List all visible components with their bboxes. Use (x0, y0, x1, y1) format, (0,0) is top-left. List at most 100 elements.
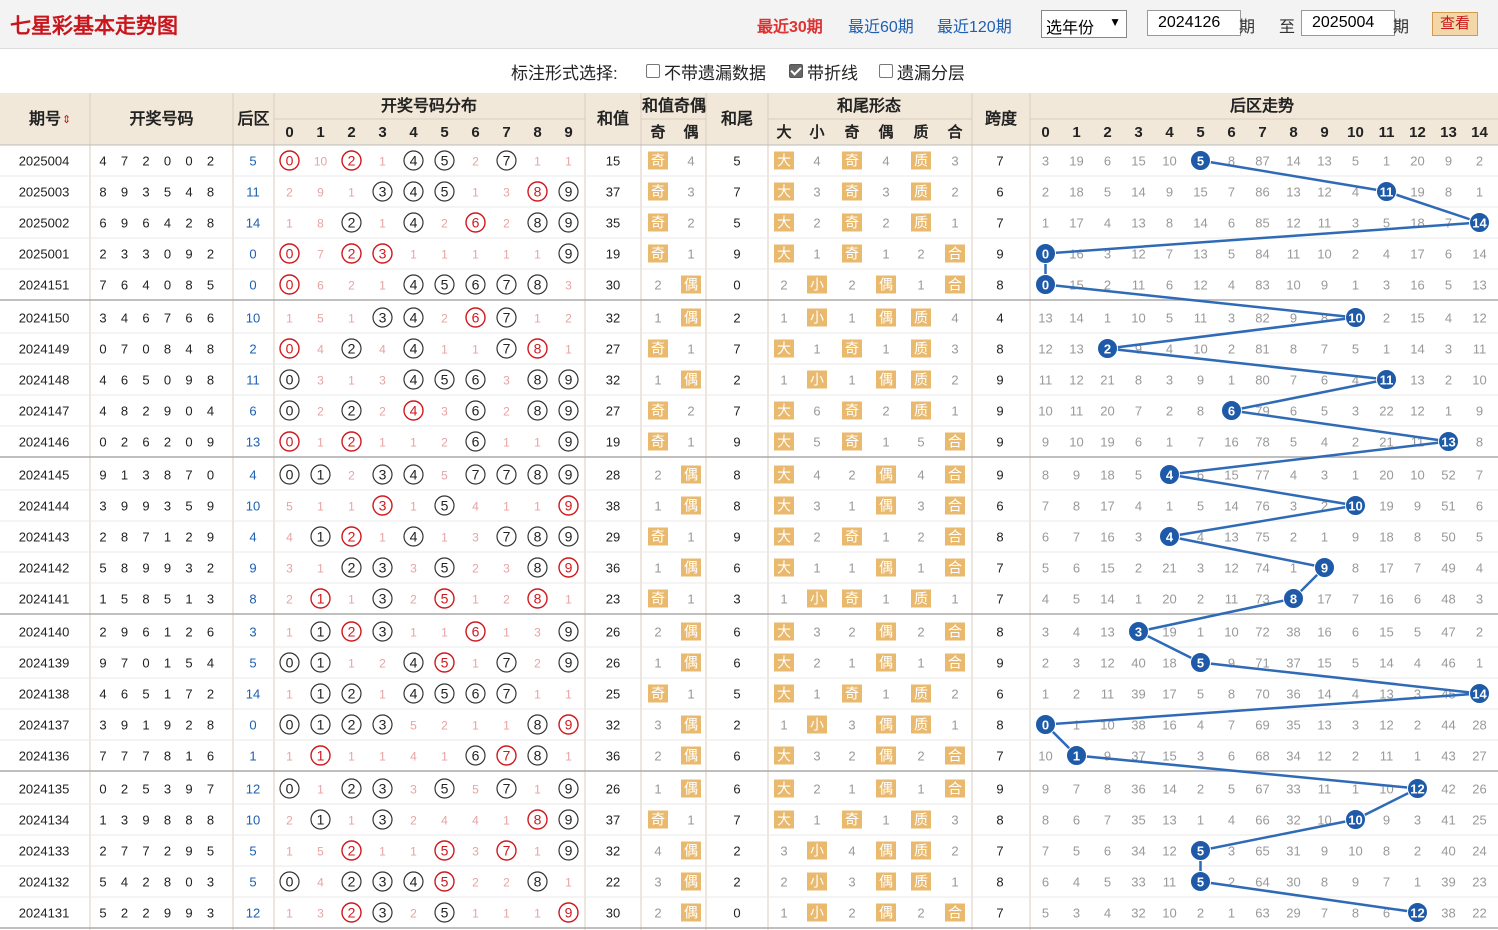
checkbox-layer[interactable] (879, 64, 893, 78)
hit-ball-number: 0 (286, 372, 294, 388)
tag-even-bg (681, 746, 701, 765)
tag-composite: 合 (948, 655, 962, 671)
hit-ball (403, 212, 424, 233)
tag-prime: 质 (914, 153, 928, 169)
checkbox-line[interactable] (789, 64, 803, 78)
option-no-miss[interactable]: 不带遗漏数据 (646, 59, 766, 84)
draw-number: 0 (142, 656, 149, 671)
miss-value: 3 (441, 405, 448, 419)
query-button[interactable]: 查看 (1432, 12, 1478, 36)
tag-even: 偶 (684, 498, 698, 514)
miss-value: 1 (441, 343, 448, 357)
draw-number: 0 (185, 875, 192, 890)
tag-odd-bg (648, 589, 668, 608)
hit-ball-number: 6 (472, 372, 480, 388)
back-miss-value: 5 (1197, 687, 1204, 702)
miss-value: 10 (314, 155, 328, 169)
miss-value: 1 (848, 311, 855, 326)
tag-odd: 奇 (845, 153, 859, 169)
miss-value: 1 (379, 217, 386, 231)
tag-even-bg (876, 370, 896, 389)
option-line[interactable]: 带折线 (789, 59, 858, 84)
miss-value: 5 (286, 500, 293, 514)
tag-even-bg (876, 496, 896, 515)
tail-value: 9 (733, 530, 740, 545)
hit-ball-number: 9 (565, 215, 573, 231)
draw-number: 5 (142, 782, 149, 797)
tail-value: 5 (733, 687, 740, 702)
miss-value: 2 (917, 906, 924, 921)
hit-ball-number: 4 (410, 529, 418, 545)
back-miss-value: 2 (1228, 875, 1235, 890)
back-miss-value: 3 (1352, 216, 1359, 231)
back-miss-value: 8 (1414, 530, 1421, 545)
miss-value: 2 (379, 405, 386, 419)
tag-composite: 合 (948, 498, 962, 514)
tag-odd: 奇 (845, 529, 859, 545)
tag-odd: 奇 (651, 591, 665, 607)
year-select[interactable]: 选年份 ▼ (1041, 10, 1127, 38)
back-miss-value: 16 (1069, 247, 1083, 262)
tag-composite-bg (945, 622, 965, 641)
back-miss-value: 1 (1414, 749, 1421, 764)
recent-30-link[interactable]: 最近30期 (757, 19, 823, 36)
miss-value: 3 (472, 531, 479, 545)
back-miss-value: 7 (1166, 247, 1173, 262)
tag-odd-bg (648, 339, 668, 358)
header-composite: 合 (946, 123, 963, 141)
checkbox-no-miss[interactable] (646, 64, 660, 78)
miss-value: 3 (654, 875, 661, 890)
miss-value: 1 (687, 687, 694, 702)
hit-ball (403, 526, 424, 547)
hit-ball (558, 621, 579, 642)
tag-even-bg (681, 370, 701, 389)
back-miss-value: 14 (1286, 154, 1300, 169)
draw-number: 0 (164, 278, 171, 293)
tag-big: 大 (777, 246, 791, 262)
back-miss-value: 11 (1101, 687, 1115, 702)
from-period-input[interactable]: 2024126 (1147, 10, 1241, 36)
back-miss-value: 12 (1224, 561, 1238, 576)
tag-even-bg (681, 841, 701, 860)
hit-ball (310, 526, 331, 547)
hit-ball-number: 4 (410, 372, 418, 388)
draw-number: 3 (121, 813, 128, 828)
recent-120-link[interactable]: 最近120期 (937, 19, 1012, 36)
miss-value: 1 (348, 500, 355, 514)
option-layer[interactable]: 遗漏分层 (879, 59, 965, 84)
span-value: 9 (996, 782, 1003, 797)
to-period-input[interactable]: 2025004 (1301, 10, 1395, 36)
trend-ball (1376, 181, 1397, 202)
issue-number: 2024146 (19, 435, 70, 450)
back-miss-value: 5 (1042, 561, 1049, 576)
hit-ball-number: 1 (317, 529, 325, 545)
miss-value: 1 (286, 626, 293, 640)
tag-composite: 合 (948, 905, 962, 921)
header-digit: 3 (378, 124, 386, 141)
draw-number: 5 (99, 906, 106, 921)
span-value: 8 (996, 718, 1003, 733)
draw-number: 2 (121, 906, 128, 921)
period-label-from: 期 (1239, 19, 1256, 36)
sum-value: 28 (606, 468, 620, 483)
tail-value: 7 (733, 342, 740, 357)
tag-even: 偶 (684, 467, 698, 483)
recent-60-link[interactable]: 最近60期 (848, 19, 914, 36)
miss-value: 2 (348, 469, 355, 483)
back-miss-value: 14 (1162, 782, 1176, 797)
back-miss-value: 52 (1441, 468, 1455, 483)
draw-number: 8 (207, 373, 214, 388)
miss-value: 4 (379, 343, 386, 357)
hit-ball-number: 7 (503, 686, 511, 702)
hit-ball (496, 683, 517, 704)
hit-ball (403, 274, 424, 295)
draw-number: 4 (99, 373, 106, 388)
hit-ball (434, 557, 455, 578)
draw-number: 9 (99, 468, 106, 483)
tag-prime-bg (911, 370, 931, 389)
tail-value: 6 (733, 782, 740, 797)
hit-ball-number: 4 (410, 467, 418, 483)
back-miss-value: 13 (1038, 311, 1052, 326)
miss-value: 3 (410, 783, 417, 797)
miss-value: 1 (951, 404, 958, 419)
